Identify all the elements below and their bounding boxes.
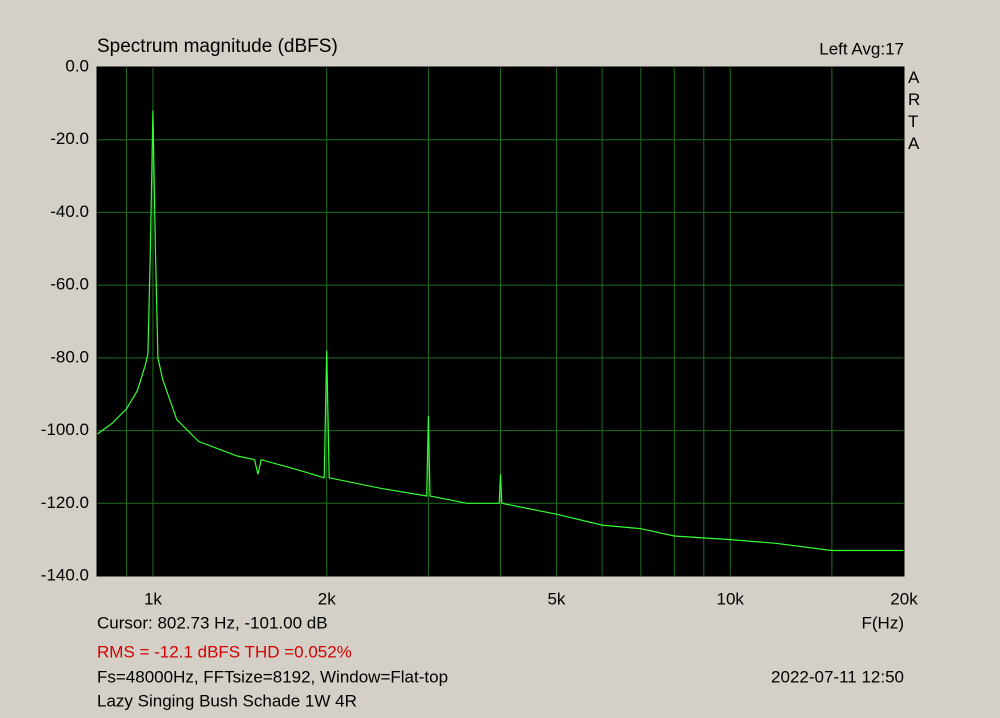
y-tick-label: -20.0 [50, 129, 89, 148]
y-tick-label: -140.0 [41, 565, 89, 584]
summary-text: RMS = -12.1 dBFS THD =0.052% [97, 642, 352, 661]
x-tick-label: 20k [890, 589, 918, 608]
y-tick-label: -100.0 [41, 420, 89, 439]
caption: Lazy Singing Bush Schade 1W 4R [97, 691, 357, 710]
side-label: ARTA [908, 68, 921, 153]
x-tick-label: 2k [318, 589, 336, 608]
y-tick-label: -40.0 [50, 202, 89, 221]
y-tick-label: -120.0 [41, 493, 89, 512]
x-tick-label: 5k [547, 589, 565, 608]
chart-title: Spectrum magnitude (dBFS) [97, 36, 338, 57]
y-tick-label: -60.0 [50, 275, 89, 294]
y-tick-label: 0.0 [65, 56, 89, 75]
spectrum-line [96, 110, 904, 552]
y-tick-label: -80.0 [50, 347, 89, 366]
x-tick-label: 10k [717, 589, 745, 608]
settings-text: Fs=48000Hz, FFTsize=8192, Window=Flat-to… [97, 667, 448, 686]
channel-label: Left Avg:17 [819, 39, 904, 58]
x-axis-label: F(Hz) [862, 613, 904, 632]
timestamp: 2022-07-11 12:50 [771, 667, 904, 686]
x-tick-label: 1k [144, 589, 162, 608]
cursor-text: Cursor: 802.73 Hz, -101.00 dB [97, 613, 328, 632]
plot-border [96, 66, 905, 577]
